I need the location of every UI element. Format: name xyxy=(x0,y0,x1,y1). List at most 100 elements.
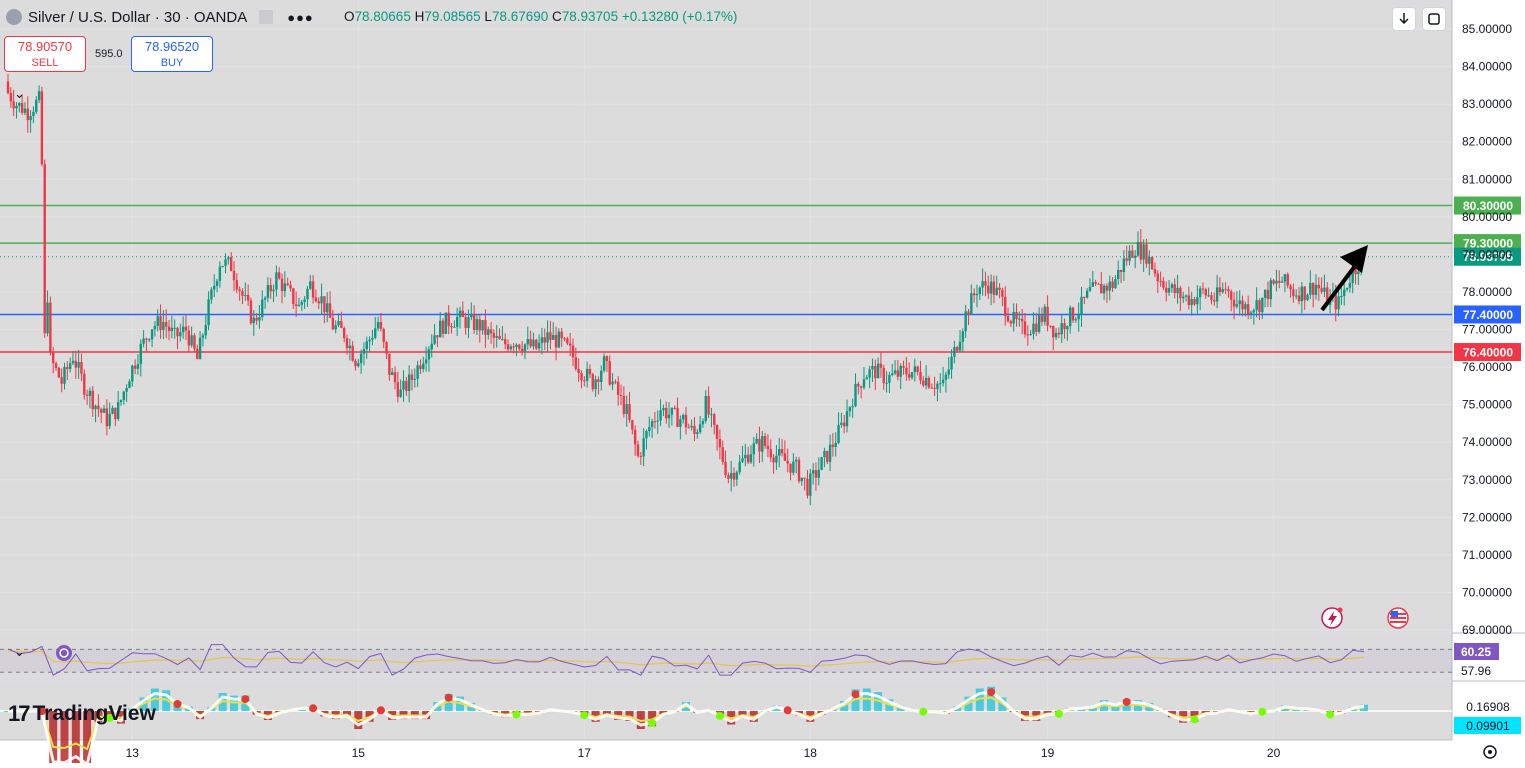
low-label: L xyxy=(484,9,492,24)
candle-body xyxy=(650,421,654,428)
candle-body xyxy=(619,395,623,397)
candle-body xyxy=(1054,332,1058,338)
candle-body xyxy=(1029,333,1032,335)
candle-body xyxy=(1077,314,1080,320)
candle-body xyxy=(577,369,580,374)
candle-body xyxy=(1306,294,1309,301)
candle-body xyxy=(376,322,380,329)
candle-body xyxy=(1252,310,1256,313)
price-tick-label: 79.00000 xyxy=(1462,247,1512,261)
candle-body xyxy=(227,257,230,260)
change-value: +0.13280 (+0.17%) xyxy=(621,9,738,24)
candle-body xyxy=(292,288,295,305)
candle-body xyxy=(568,343,572,346)
chevron-down-icon[interactable]: ⌄ xyxy=(14,644,25,659)
candle-body xyxy=(455,317,459,327)
candle-body xyxy=(608,361,611,385)
spread-value: 595.0 xyxy=(95,48,123,60)
candle-body xyxy=(797,459,801,482)
candle-body xyxy=(885,382,888,384)
buy-button[interactable]: 78.96520 BUY xyxy=(131,36,213,72)
macd-cross-marker xyxy=(1054,709,1063,718)
price-tick-label: 81.00000 xyxy=(1462,172,1512,186)
candle-body xyxy=(12,101,15,109)
candle-body xyxy=(495,336,498,338)
sell-price: 78.90570 xyxy=(17,39,73,54)
candle-body xyxy=(778,449,781,456)
candle-body xyxy=(746,454,750,463)
candle-body xyxy=(1286,274,1289,286)
candle-body xyxy=(303,299,306,303)
candle-body xyxy=(26,108,29,121)
chevron-down-icon[interactable]: ⌄ xyxy=(14,86,25,101)
candle-body xyxy=(416,365,419,379)
candle-body xyxy=(1167,288,1171,293)
candle-body xyxy=(656,420,659,422)
candle-body xyxy=(633,429,637,445)
candle-body xyxy=(481,320,484,331)
candle-body xyxy=(261,299,264,318)
candle-body xyxy=(63,366,66,384)
candle-body xyxy=(741,458,744,462)
settings-icon[interactable] xyxy=(1483,745,1497,759)
candle-body xyxy=(820,457,823,470)
candle-body xyxy=(811,470,815,474)
candle-body xyxy=(238,289,241,292)
candle-body xyxy=(690,425,693,428)
fullscreen-button[interactable] xyxy=(1422,7,1446,31)
candle-body xyxy=(975,293,979,296)
candle-body xyxy=(622,395,626,415)
candle-body xyxy=(309,281,312,289)
candle-body xyxy=(899,365,902,377)
candle-body xyxy=(924,377,928,386)
candle-body xyxy=(453,326,456,328)
candle-body xyxy=(317,301,320,304)
candle-body xyxy=(275,272,278,290)
candle-body xyxy=(653,421,657,423)
symbol-title[interactable]: Silver / U.S. Dollar · 30 · OANDA xyxy=(28,8,248,26)
download-button[interactable] xyxy=(1392,7,1416,31)
candle-body xyxy=(834,442,837,447)
candle-body xyxy=(323,296,326,313)
candle-body xyxy=(732,472,736,480)
candle-body xyxy=(241,291,244,296)
candle-body xyxy=(1187,295,1191,306)
symbol-swatch[interactable] xyxy=(259,10,274,24)
candle-body xyxy=(1108,281,1111,291)
time-tick-label: 17 xyxy=(578,746,592,760)
candle-body xyxy=(679,419,682,427)
candle-body xyxy=(382,328,385,343)
candle-body xyxy=(1102,285,1106,294)
arrow-annotation[interactable] xyxy=(1320,245,1368,312)
level-label-bg xyxy=(1454,305,1521,324)
candle-body xyxy=(244,295,247,297)
candle-body xyxy=(391,372,394,375)
macd-cross-marker xyxy=(105,714,114,722)
candle-body xyxy=(961,331,965,342)
candle-body xyxy=(340,321,343,328)
candle-body xyxy=(744,454,747,459)
candle-body xyxy=(851,406,854,408)
more-icon[interactable]: ●●● xyxy=(287,9,314,25)
us-flag-icon[interactable] xyxy=(1387,607,1409,629)
candle-body xyxy=(1215,287,1219,302)
candle-body xyxy=(735,472,739,480)
level-label-bg xyxy=(1454,234,1521,253)
candle-body xyxy=(328,303,332,318)
candle-body xyxy=(583,380,586,382)
candle-body xyxy=(631,420,634,430)
candle-body xyxy=(560,331,563,339)
candle-body xyxy=(1258,300,1261,313)
candle-body xyxy=(306,288,309,300)
sync-icon[interactable] xyxy=(56,645,72,661)
macd-line xyxy=(8,690,1365,767)
candle-body xyxy=(814,470,818,478)
sell-button[interactable]: 78.90570 SELL xyxy=(4,36,86,72)
candle-body xyxy=(320,296,323,304)
candle-body xyxy=(478,319,481,331)
candle-body xyxy=(128,381,131,389)
candle-body xyxy=(998,287,1001,290)
lightning-icon[interactable] xyxy=(1321,607,1343,629)
